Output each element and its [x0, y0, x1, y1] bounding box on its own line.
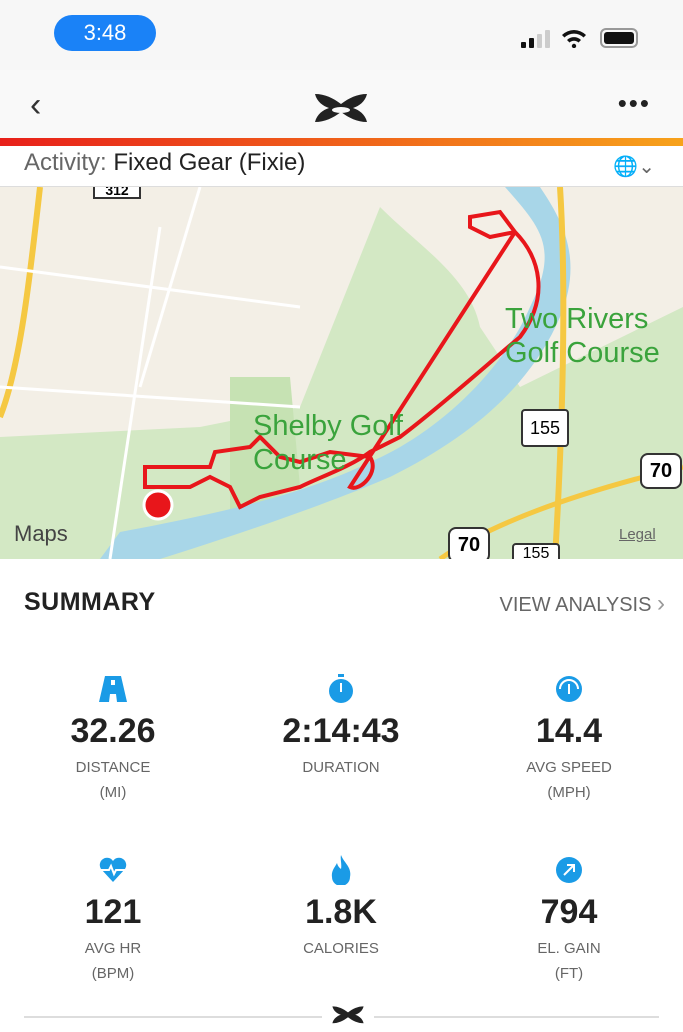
activity-label: Activity:	[24, 149, 107, 176]
stat-value: 121	[84, 893, 142, 931]
stat-label: AVG HR	[84, 940, 142, 957]
stat-value: 2:14:43	[282, 712, 400, 750]
road-icon	[99, 676, 127, 702]
heart-rate-icon	[99, 857, 127, 882]
route-line	[143, 209, 541, 510]
stat-label: AVG SPEED	[526, 759, 612, 776]
start-marker	[142, 489, 174, 521]
footer-logo	[322, 1005, 374, 1032]
stat-unit: (MI)	[99, 784, 127, 801]
stat-label: CALORIES	[303, 940, 379, 957]
chevron-right-icon: ›	[657, 590, 665, 617]
stat-value: 14.4	[535, 712, 603, 750]
globe-map-type-icon[interactable]: 🌐⌄	[613, 156, 655, 178]
status-time: 3:48	[54, 15, 156, 51]
activity-type-bar[interactable]: Activity: Fixed Gear (Fixie) 🌐⌄	[0, 146, 683, 187]
status-bar: 3:48	[0, 0, 683, 70]
stat-unit: (BPM)	[91, 965, 135, 982]
elevation-arrow-icon	[556, 857, 582, 883]
under-armour-logo	[315, 94, 367, 122]
back-button[interactable]: ‹	[30, 86, 42, 124]
maps-attribution: Maps	[14, 521, 68, 546]
route-shield-155: 155	[521, 409, 569, 447]
map-label-shelby: Shelby Golf Course	[253, 410, 403, 476]
activity-value: Fixed Gear (Fixie)	[113, 149, 306, 176]
route-map[interactable]: Two Rivers Golf Course Shelby Golf Course …	[0, 187, 683, 559]
stat-label: EL. GAIN	[537, 940, 601, 957]
route-shield-155b: 155	[512, 543, 560, 559]
battery-icon	[600, 28, 638, 48]
view-analysis-link[interactable]: VIEW ANALYSIS ›	[499, 590, 665, 617]
stat-label: DISTANCE	[75, 759, 151, 776]
stat-label: DURATION	[302, 759, 380, 776]
summary-title: SUMMARY	[24, 588, 156, 616]
stat-avg-speed: 14.4 AVG SPEED (MPH)	[469, 672, 669, 801]
flame-icon	[331, 855, 351, 885]
stat-avg-hr: 121 AVG HR (BPM)	[13, 853, 213, 982]
stat-calories: 1.8K CALORIES	[241, 853, 441, 957]
stopwatch-icon	[329, 674, 353, 703]
stat-unit: (FT)	[554, 965, 584, 982]
road-shield-top: 312	[93, 187, 141, 199]
route-shield-70: 70	[640, 453, 682, 489]
stat-unit: (MPH)	[547, 784, 591, 801]
stat-value: 1.8K	[305, 893, 377, 931]
stat-duration: 2:14:43 DURATION	[241, 672, 441, 776]
more-options-button[interactable]: •••	[617, 88, 651, 118]
signal-icon	[521, 30, 550, 48]
speedometer-icon	[556, 676, 582, 702]
wifi-icon	[562, 30, 586, 48]
legal-link[interactable]: Legal	[619, 526, 656, 543]
brand-gradient-bar	[0, 138, 683, 146]
map-label-two-rivers: Two Rivers Golf Course	[505, 303, 660, 369]
stat-distance: 32.26 DISTANCE (MI)	[13, 672, 213, 801]
route-shield-70b: 70	[448, 527, 490, 559]
stat-elevation-gain: 794 EL. GAIN (FT)	[469, 853, 669, 982]
stat-value: 32.26	[70, 712, 156, 750]
stat-value: 794	[540, 893, 598, 931]
nav-bar: ‹ •••	[0, 70, 683, 138]
